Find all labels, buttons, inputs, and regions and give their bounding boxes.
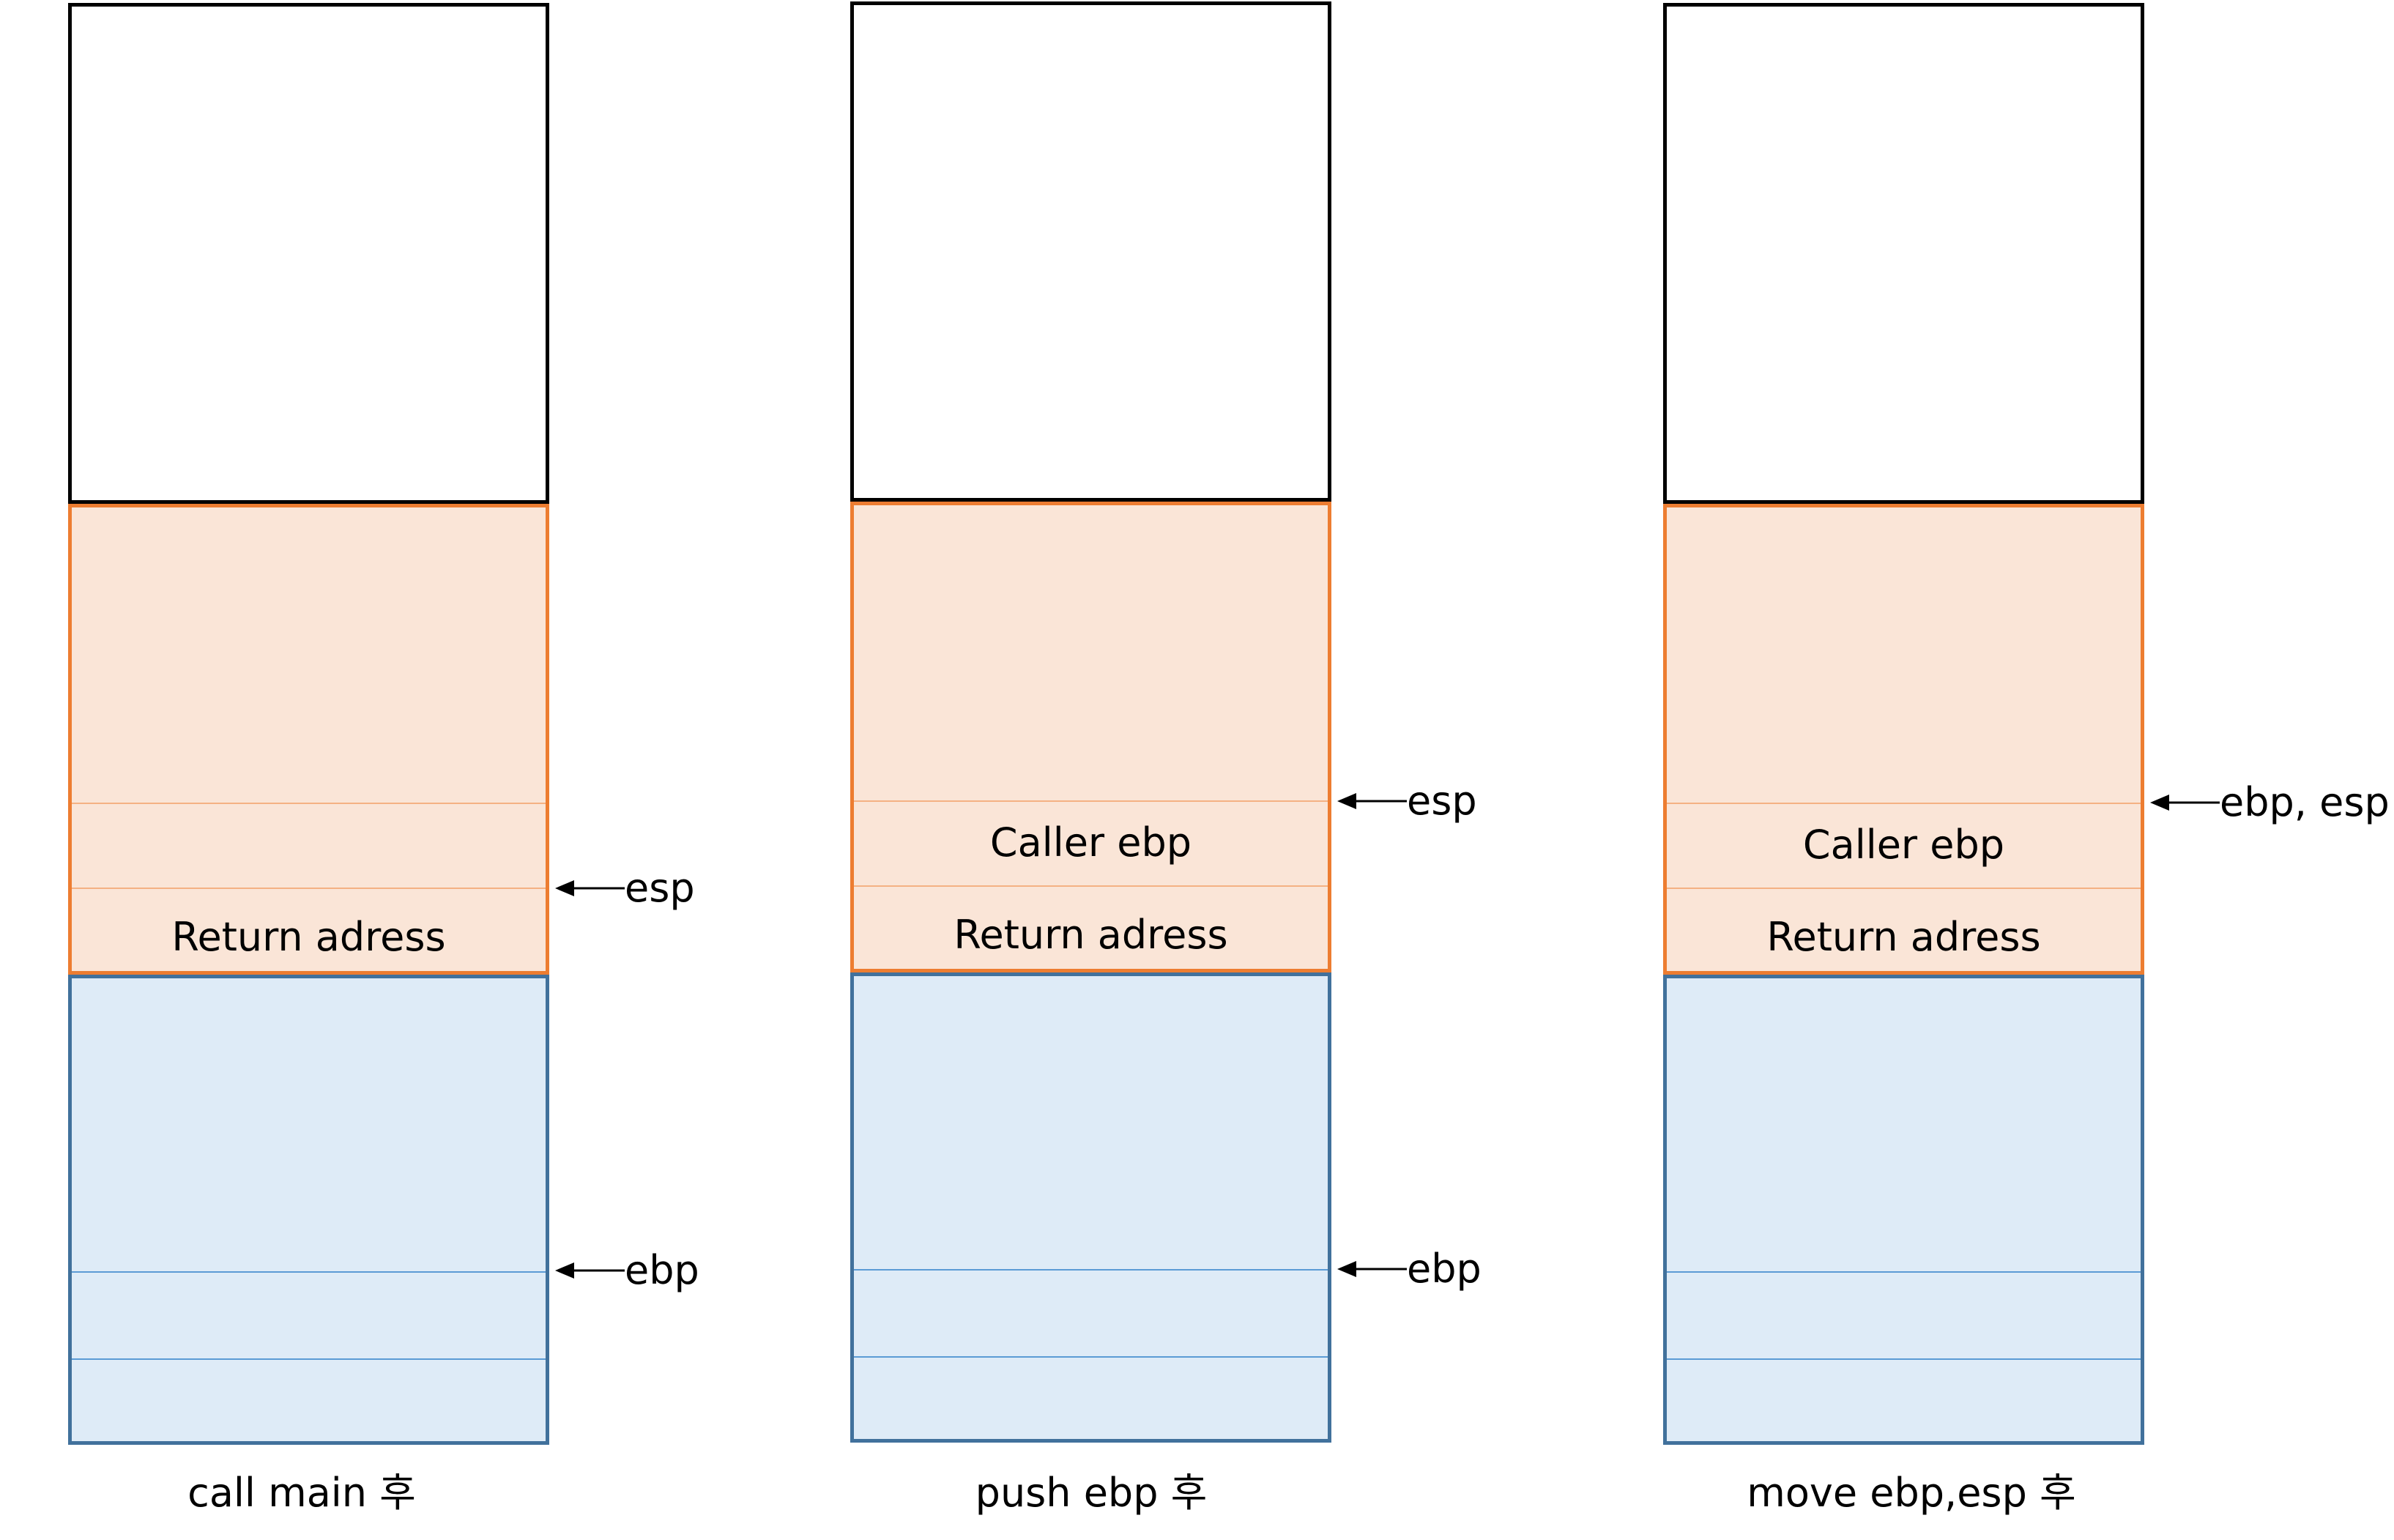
- slot-divider: [854, 1356, 1328, 1358]
- main-frame-region: Caller ebp Return adress: [850, 502, 1331, 972]
- caller-frame-region: [68, 975, 549, 1445]
- caller-frame-region: [1663, 975, 2144, 1445]
- stack-caption: push ebp 후: [975, 1470, 1208, 1516]
- slot-divider: [854, 800, 1328, 802]
- unused-stack-region: [850, 1, 1331, 502]
- stack-push-ebp: Caller ebp Return adress: [850, 1, 1331, 1443]
- ebp-esp-label: ebp, esp: [2220, 779, 2390, 825]
- stack-caption: call main 후: [187, 1470, 416, 1516]
- unused-stack-region: [1663, 3, 2144, 504]
- slot-divider: [1667, 803, 2141, 804]
- return-address-cell: Return adress: [1766, 914, 2041, 960]
- unused-stack-region: [68, 3, 549, 504]
- slot-divider: [1667, 1358, 2141, 1360]
- arrow-left-icon: [555, 880, 625, 896]
- ebp-label: ebp: [1407, 1246, 1482, 1292]
- slot-divider: [1667, 888, 2141, 889]
- stack-caption: move ebp,esp 후: [1747, 1470, 2076, 1516]
- ebp-label: ebp: [625, 1247, 699, 1293]
- stack-move-ebp-esp: Caller ebp Return adress: [1663, 3, 2144, 1445]
- arrow-left-icon: [555, 1262, 625, 1279]
- arrow-left-icon: [1337, 793, 1407, 809]
- slot-divider: [1667, 1271, 2141, 1273]
- esp-label: esp: [1407, 778, 1477, 824]
- slot-divider: [72, 888, 546, 889]
- stack-call-main: Return adress: [68, 3, 549, 1445]
- return-address-cell: Return adress: [171, 914, 446, 960]
- caller-ebp-cell: Caller ebp: [989, 819, 1192, 866]
- slot-divider: [854, 885, 1328, 887]
- caller-ebp-cell: Caller ebp: [1802, 822, 2005, 868]
- arrow-left-icon: [2150, 795, 2220, 811]
- esp-label: esp: [625, 865, 695, 911]
- slot-divider: [72, 1358, 546, 1360]
- slot-divider: [72, 803, 546, 804]
- caller-frame-region: [850, 972, 1331, 1443]
- slot-divider: [854, 1269, 1328, 1271]
- slot-divider: [72, 1271, 546, 1273]
- main-frame-region: Caller ebp Return adress: [1663, 504, 2144, 975]
- return-address-cell: Return adress: [953, 912, 1228, 958]
- main-frame-region: Return adress: [68, 504, 549, 975]
- arrow-left-icon: [1337, 1261, 1407, 1277]
